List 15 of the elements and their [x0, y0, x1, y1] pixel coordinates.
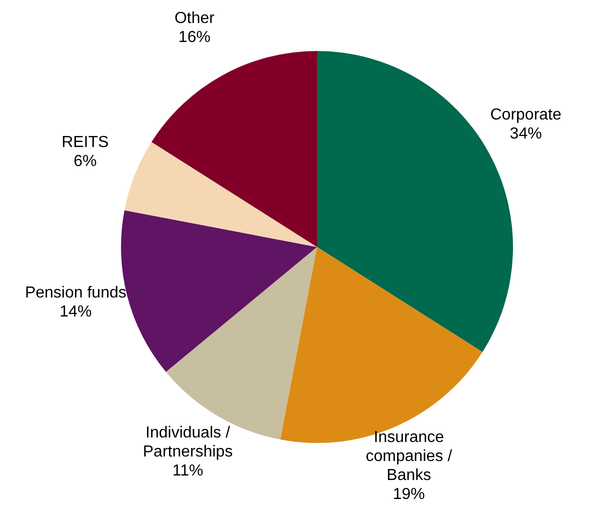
data-label: 34%	[510, 125, 542, 142]
slice-label: REITS	[62, 134, 109, 152]
pie-slice	[124, 142, 317, 247]
pie-slice	[280, 247, 482, 443]
data-label: 19%	[392, 486, 425, 503]
slice-label: Corporate	[490, 106, 562, 124]
slice-label: Pension funds	[24, 284, 126, 302]
slice-label: Individuals / Partnerships	[142, 424, 233, 461]
slice-label: Other	[174, 10, 216, 28]
data-label: 6%	[74, 153, 97, 170]
data-label: 11%	[172, 462, 204, 480]
data-label: 14%	[60, 304, 92, 321]
pie-slice	[152, 51, 317, 247]
data-label: 16%	[178, 29, 210, 46]
slice-label: Insurance companies / Banks	[366, 428, 453, 484]
